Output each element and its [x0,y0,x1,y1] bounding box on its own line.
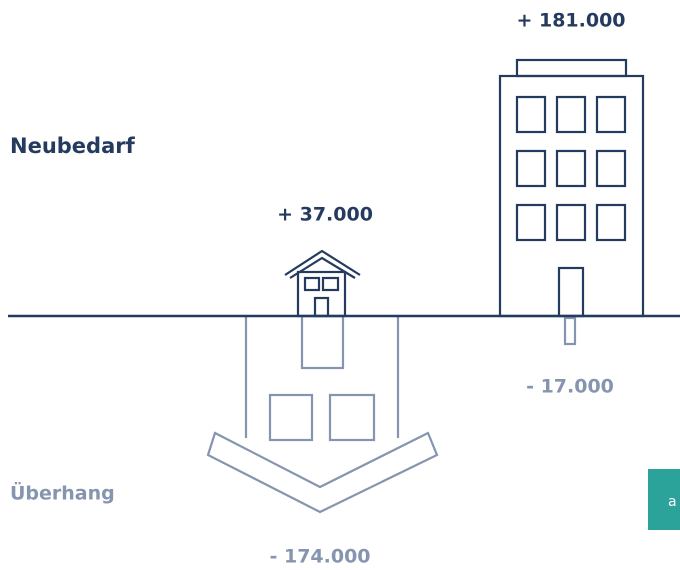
value-label: - 17.000 [526,376,614,398]
section-label: Überhang [10,481,115,505]
button-label[interactable]: a [668,494,677,510]
tall-building [498,58,645,318]
value-label: + 181.000 [516,10,625,32]
value-label: - 174.000 [269,546,370,568]
small-building-below [563,316,577,346]
inverted-house [206,314,439,514]
house [284,249,361,318]
section-label: Neubedarf [10,134,136,158]
button[interactable]: a [648,469,680,530]
value-label: + 37.000 [277,204,373,226]
